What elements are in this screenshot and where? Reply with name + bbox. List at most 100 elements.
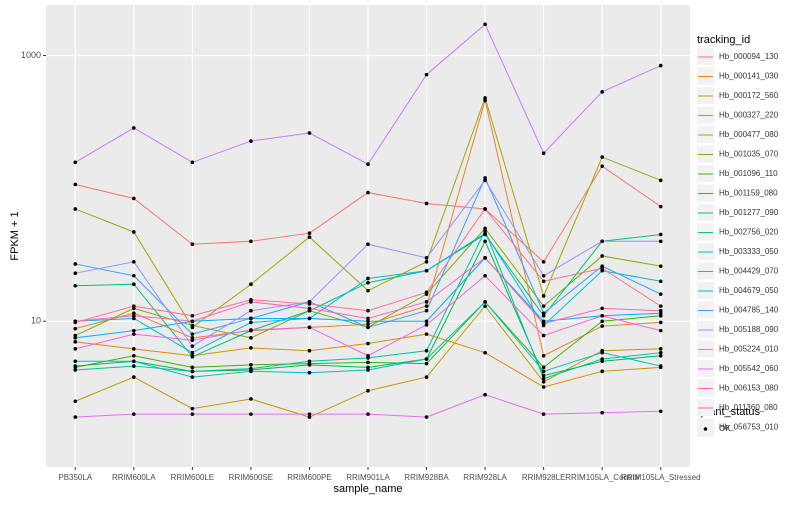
point (424, 323, 429, 327)
point (366, 341, 370, 346)
point (600, 357, 604, 361)
point (658, 63, 663, 68)
point (424, 348, 429, 353)
point (483, 392, 487, 397)
point (190, 323, 195, 328)
x-tick-label: RRIM928LE (522, 473, 566, 482)
point (658, 347, 663, 351)
point (307, 325, 312, 330)
point (483, 300, 487, 304)
point (190, 375, 195, 379)
point (307, 235, 312, 239)
legend-label: Hb_011360_080 (719, 403, 778, 412)
point (132, 273, 136, 278)
point (366, 365, 370, 370)
point (73, 283, 78, 288)
point (366, 162, 370, 167)
point (541, 373, 546, 378)
point (541, 260, 546, 264)
point (307, 348, 312, 353)
legend-label: Hb_005542_060 (719, 364, 779, 373)
point (132, 328, 136, 333)
legend-label: Hb_056753_010 (719, 423, 779, 432)
legend: Hb_000094_130 Hb_000141_030 Hb_000172_560 H… (697, 48, 779, 437)
x-tick-label: RRIM901LA (346, 473, 390, 482)
point (249, 320, 253, 325)
point (600, 369, 604, 374)
point (600, 239, 604, 244)
point (483, 273, 487, 278)
point (190, 242, 195, 247)
x-tick-label: RRIM928BA (404, 473, 449, 482)
point (424, 319, 429, 324)
point (424, 201, 429, 206)
point (424, 268, 429, 273)
point (541, 294, 546, 298)
point (366, 288, 370, 293)
point (190, 319, 195, 324)
point (541, 151, 546, 156)
x-tick-label: RRIM600LA (112, 473, 156, 482)
point (73, 347, 78, 351)
point (307, 131, 312, 135)
legend-label: Hb_004679_050 (719, 286, 779, 295)
point (600, 313, 604, 318)
point (73, 415, 78, 419)
legend-label: Hb_000172_560 (719, 91, 779, 100)
point (366, 190, 370, 195)
point (190, 406, 195, 411)
point (541, 369, 546, 374)
point (249, 346, 253, 350)
point (307, 359, 312, 364)
point (658, 239, 663, 244)
point (73, 364, 78, 368)
point (483, 96, 487, 100)
point (190, 355, 195, 359)
point (600, 155, 604, 159)
legend-label: Hb_003333_050 (719, 247, 779, 256)
legend2-label: OK (719, 424, 731, 433)
legend-label: Hb_005188_090 (719, 325, 779, 334)
point (424, 256, 429, 260)
point (424, 290, 429, 295)
x-tick-label: RRIM105LA_Stressed (621, 473, 701, 482)
point (366, 280, 370, 285)
x-tick-label: RRIM600LE (171, 473, 215, 482)
point (73, 271, 78, 275)
point (366, 412, 370, 416)
point (190, 160, 195, 165)
legend-label: Hb_005224_010 (719, 345, 779, 354)
point (249, 412, 253, 416)
point (424, 300, 429, 304)
point (658, 304, 663, 308)
point (600, 306, 604, 311)
point (132, 316, 136, 321)
point (132, 126, 136, 130)
x-tick-label: RRIM928LA (463, 473, 507, 482)
point (249, 139, 253, 143)
legend2-swatch (703, 427, 708, 431)
legend-label: Hb_000141_030 (719, 72, 779, 81)
point (658, 264, 663, 268)
point (366, 360, 370, 365)
legend-label: Hb_000477_080 (719, 130, 779, 139)
point (190, 369, 195, 374)
point (424, 361, 429, 366)
point (132, 196, 136, 201)
point (658, 350, 663, 355)
point (424, 72, 429, 77)
point (132, 282, 136, 287)
point (249, 298, 253, 302)
points (73, 22, 663, 419)
point (132, 347, 136, 351)
point (424, 375, 429, 379)
x-tick-label: RRIM105LA_Control (565, 473, 639, 482)
point (424, 357, 429, 361)
point (541, 380, 546, 384)
point (190, 313, 195, 318)
point (307, 302, 312, 306)
point (541, 365, 546, 370)
point (483, 350, 487, 355)
legend-label: Hb_001096_110 (719, 169, 778, 178)
